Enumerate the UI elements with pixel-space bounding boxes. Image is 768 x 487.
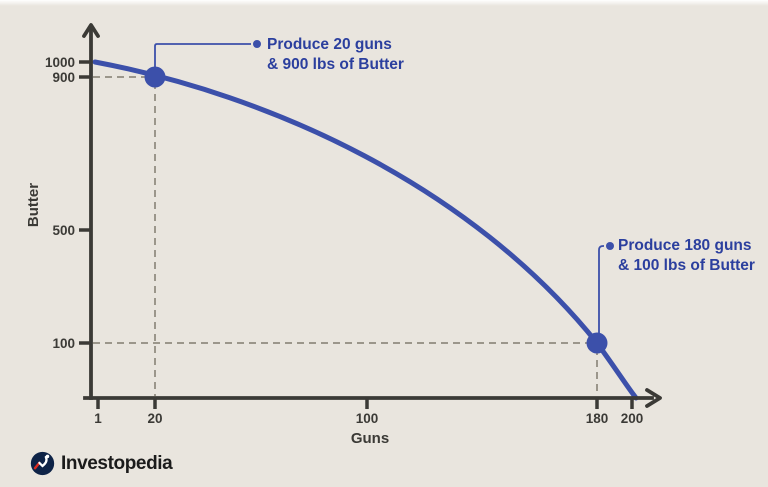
annotation-point-2: Produce 180 guns & 100 lbs of Butter <box>618 236 755 276</box>
y-axis-title: Butter <box>25 183 42 227</box>
annotation-line: & 100 lbs of Butter <box>618 257 755 274</box>
x-tick-label: 180 <box>586 411 609 426</box>
data-point-180-100 <box>586 332 608 354</box>
x-tick-label: 200 <box>621 411 644 426</box>
investopedia-logo-icon <box>30 451 55 476</box>
x-tick-label: 100 <box>356 411 379 426</box>
y-axis-arrowhead-icon <box>82 23 100 38</box>
callout-line-point-2 <box>598 245 604 338</box>
callout-dot-icon <box>253 40 261 48</box>
y-tick-label: 900 <box>52 70 75 85</box>
annotation-point-1: Produce 20 guns & 900 lbs of Butter <box>267 35 404 75</box>
callout-dot-icon <box>606 242 614 250</box>
annotation-line: & 900 lbs of Butter <box>267 56 404 73</box>
data-point-20-900 <box>144 66 166 88</box>
x-axis-title: Guns <box>351 430 389 447</box>
annotation-line: Produce 20 guns <box>267 36 392 53</box>
callout-line-point-1 <box>154 43 251 72</box>
y-tick-label: 1000 <box>45 55 75 70</box>
ppf-curve <box>92 59 639 401</box>
x-tick-label: 20 <box>147 411 162 426</box>
investopedia-logo-text: Investopedia <box>61 452 173 474</box>
x-tick-label: 1 <box>94 411 102 426</box>
investopedia-logo: Investopedia <box>30 451 173 476</box>
annotation-line: Produce 180 guns <box>618 237 752 254</box>
y-tick-label: 100 <box>52 336 75 351</box>
y-tick-label: 500 <box>52 223 75 238</box>
x-axis-arrowhead-icon <box>645 388 662 408</box>
